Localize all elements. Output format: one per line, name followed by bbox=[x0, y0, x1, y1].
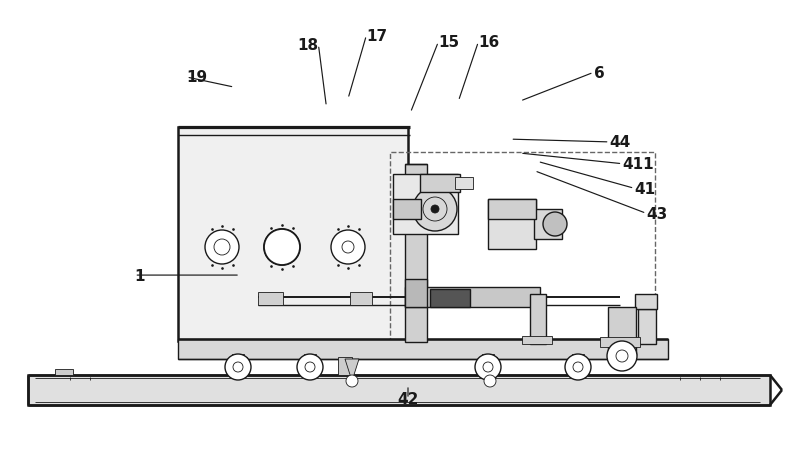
Bar bbox=[393, 200, 421, 219]
Text: 15: 15 bbox=[438, 35, 459, 50]
Bar bbox=[488, 200, 536, 219]
Circle shape bbox=[484, 375, 496, 387]
Circle shape bbox=[297, 354, 323, 380]
Text: 17: 17 bbox=[366, 29, 387, 44]
Polygon shape bbox=[345, 359, 359, 381]
Circle shape bbox=[431, 206, 439, 213]
Bar bbox=[178, 339, 668, 359]
Circle shape bbox=[475, 354, 501, 380]
Bar bbox=[55, 369, 73, 375]
Bar bbox=[178, 128, 408, 341]
Bar bbox=[635, 294, 657, 309]
Bar bbox=[28, 375, 770, 405]
Circle shape bbox=[346, 375, 358, 387]
Bar bbox=[232, 354, 244, 364]
Polygon shape bbox=[483, 359, 497, 381]
Bar bbox=[522, 336, 552, 344]
Circle shape bbox=[264, 230, 300, 265]
Bar bbox=[390, 153, 655, 342]
Circle shape bbox=[413, 188, 457, 232]
Bar bbox=[420, 175, 460, 193]
Text: 42: 42 bbox=[398, 392, 418, 407]
Circle shape bbox=[225, 354, 251, 380]
Bar bbox=[405, 279, 427, 307]
Circle shape bbox=[483, 362, 493, 372]
Text: 16: 16 bbox=[478, 35, 500, 50]
Text: 18: 18 bbox=[298, 38, 318, 53]
Circle shape bbox=[543, 213, 567, 237]
Circle shape bbox=[342, 242, 354, 253]
Text: 6: 6 bbox=[594, 66, 604, 81]
Bar bbox=[258, 292, 283, 305]
Bar bbox=[488, 200, 536, 250]
Bar bbox=[483, 357, 497, 375]
Circle shape bbox=[233, 362, 243, 372]
Bar bbox=[482, 354, 494, 364]
Bar bbox=[350, 292, 372, 305]
Bar bbox=[405, 288, 540, 307]
Text: 41: 41 bbox=[634, 181, 655, 196]
Circle shape bbox=[331, 231, 365, 264]
Bar bbox=[393, 175, 458, 234]
Bar bbox=[405, 165, 427, 342]
Bar bbox=[304, 354, 316, 364]
Text: 1: 1 bbox=[134, 268, 145, 283]
Circle shape bbox=[573, 362, 583, 372]
Bar bbox=[534, 210, 562, 239]
Bar bbox=[572, 354, 584, 364]
Circle shape bbox=[423, 198, 447, 221]
Bar bbox=[455, 178, 473, 189]
Bar bbox=[638, 309, 656, 344]
Bar bbox=[600, 337, 640, 347]
Circle shape bbox=[305, 362, 315, 372]
Circle shape bbox=[565, 354, 591, 380]
Circle shape bbox=[616, 350, 628, 362]
Bar bbox=[338, 357, 352, 375]
Text: 43: 43 bbox=[646, 206, 668, 221]
Text: 19: 19 bbox=[186, 70, 207, 85]
Circle shape bbox=[205, 231, 239, 264]
Bar bbox=[430, 289, 470, 307]
Circle shape bbox=[264, 230, 300, 265]
Circle shape bbox=[214, 239, 230, 256]
Text: 44: 44 bbox=[610, 135, 631, 150]
Bar bbox=[608, 307, 636, 355]
Circle shape bbox=[607, 341, 637, 371]
Text: 411: 411 bbox=[622, 157, 654, 172]
Bar bbox=[530, 294, 546, 344]
Bar bbox=[233, 357, 247, 375]
